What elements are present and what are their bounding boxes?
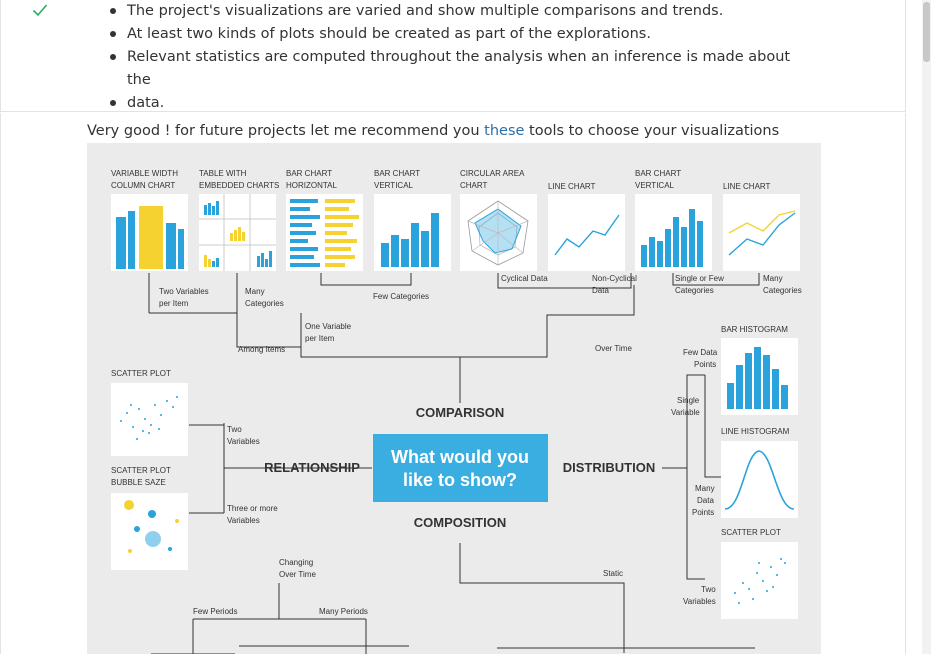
top-chart-label: BAR CHART VERTICAL [374, 169, 420, 190]
svg-text:Cyclical Data: Cyclical Data [501, 274, 548, 283]
variable-width-column-thumb [111, 194, 188, 271]
scrollbar-thumb[interactable] [923, 2, 930, 62]
line-chart-thumb [548, 194, 625, 271]
top-chart-label: BAR CHART VERTICAL [635, 169, 681, 190]
top-chart-label: TABLE WITH EMBEDDED CHARTS [199, 169, 279, 190]
svg-text:SCATTER PLOT: SCATTER PLOT [721, 528, 781, 537]
scatter-plot-left-thumb [111, 383, 188, 456]
criteria-item-continued: data. [107, 92, 807, 115]
svg-text:BAR HISTOGRAM: BAR HISTOGRAM [721, 325, 788, 334]
svg-text:Over Time: Over Time [595, 344, 632, 353]
bubble-chart-thumb [111, 493, 188, 570]
review-comment: Very good ! for future projects let me r… [87, 123, 779, 139]
criteria-panel [0, 0, 906, 112]
svg-text:LINE HISTOGRAM: LINE HISTOGRAM [721, 427, 790, 436]
these-link[interactable]: these [484, 123, 525, 139]
svg-text:Many Periods: Many Periods [319, 607, 368, 616]
top-chart-label: CIRCULAR AREA CHART [460, 169, 525, 190]
comparison-label: COMPARISON [416, 405, 505, 420]
page-scrollbar[interactable] [922, 0, 931, 654]
criteria-item: The project's visualizations are varied … [107, 0, 807, 23]
criteria-item: Relevant statistics are computed through… [107, 46, 807, 92]
bar-chart-vertical-thumb [374, 194, 451, 271]
check-icon [32, 2, 48, 22]
line-histogram-thumb [721, 441, 798, 518]
review-text-prefix: Very good ! for future projects let me r… [87, 123, 485, 139]
svg-text:What would you: What would you [391, 447, 529, 467]
distribution-label: DISTRIBUTION [563, 460, 655, 475]
svg-text:Static: Static [603, 569, 623, 578]
top-chart-label: BAR CHART HORIZONTAL [286, 169, 338, 190]
relationship-label: RELATIONSHIP [264, 460, 360, 475]
line-chart-multi-thumb [723, 194, 800, 271]
bar-histogram-thumb [721, 338, 798, 415]
svg-text:Among Items: Among Items [238, 345, 285, 354]
svg-text:like to show?: like to show? [403, 470, 517, 490]
bar-chart-vertical-thumb-2 [635, 194, 712, 271]
table-embedded-charts-thumb [199, 194, 276, 271]
chart-chooser-image: VARIABLE WIDTH COLUMN CHART TABLE WITH EMB… [87, 143, 821, 654]
scatter-plot-right-thumb [721, 542, 798, 619]
criteria-list: The project's visualizations are varied … [107, 0, 807, 115]
svg-text:Few Categories: Few Categories [373, 292, 429, 301]
composition-label: COMPOSITION [414, 515, 506, 530]
svg-text:SCATTER PLOT: SCATTER PLOT [111, 369, 171, 378]
svg-text:Few Periods: Few Periods [193, 607, 237, 616]
top-chart-label: LINE CHART [548, 182, 596, 191]
circular-area-chart-thumb [460, 194, 537, 271]
top-chart-label: LINE CHART [723, 182, 771, 191]
review-text-suffix: tools to choose your visualizations [524, 123, 780, 139]
what-would-you-show-box [373, 434, 548, 502]
bar-chart-horizontal-thumb [286, 194, 363, 271]
criteria-item: At least two kinds of plots should be cr… [107, 23, 807, 46]
top-chart-label: VARIABLE WIDTH COLUMN CHART [111, 169, 178, 190]
